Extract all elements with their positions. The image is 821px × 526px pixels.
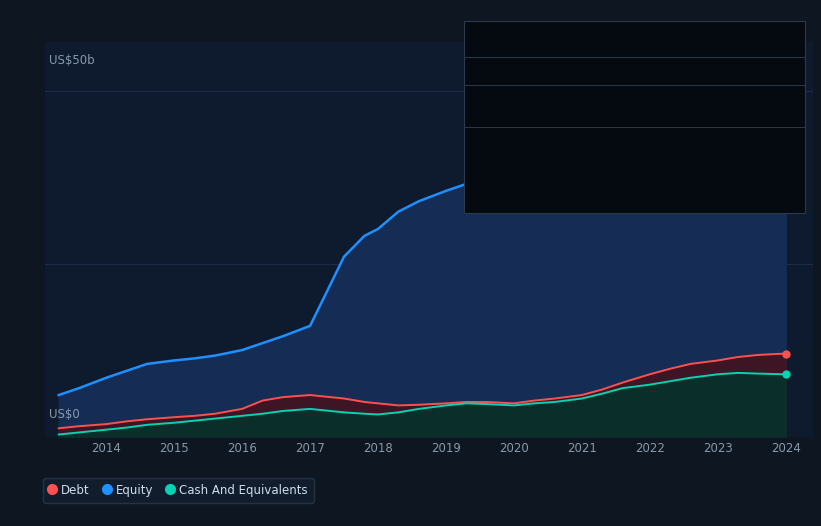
Text: 27.4%: 27.4%	[636, 110, 675, 120]
Text: US$43.870b: US$43.870b	[636, 90, 712, 100]
Text: Debt: Debt	[474, 62, 501, 72]
Text: Debt/Equity Ratio: Debt/Equity Ratio	[676, 110, 777, 120]
Text: Equity: Equity	[474, 90, 509, 100]
Text: US$12.018b: US$12.018b	[636, 62, 712, 72]
Text: US$50b: US$50b	[49, 54, 94, 67]
Text: Cash And Equivalents: Cash And Equivalents	[474, 133, 595, 143]
Text: US$0: US$0	[49, 408, 80, 421]
Text: US$9.006b: US$9.006b	[636, 133, 704, 143]
Legend: Debt, Equity, Cash And Equivalents: Debt, Equity, Cash And Equivalents	[44, 478, 314, 503]
Text: Feb 29 2024: Feb 29 2024	[474, 34, 555, 47]
